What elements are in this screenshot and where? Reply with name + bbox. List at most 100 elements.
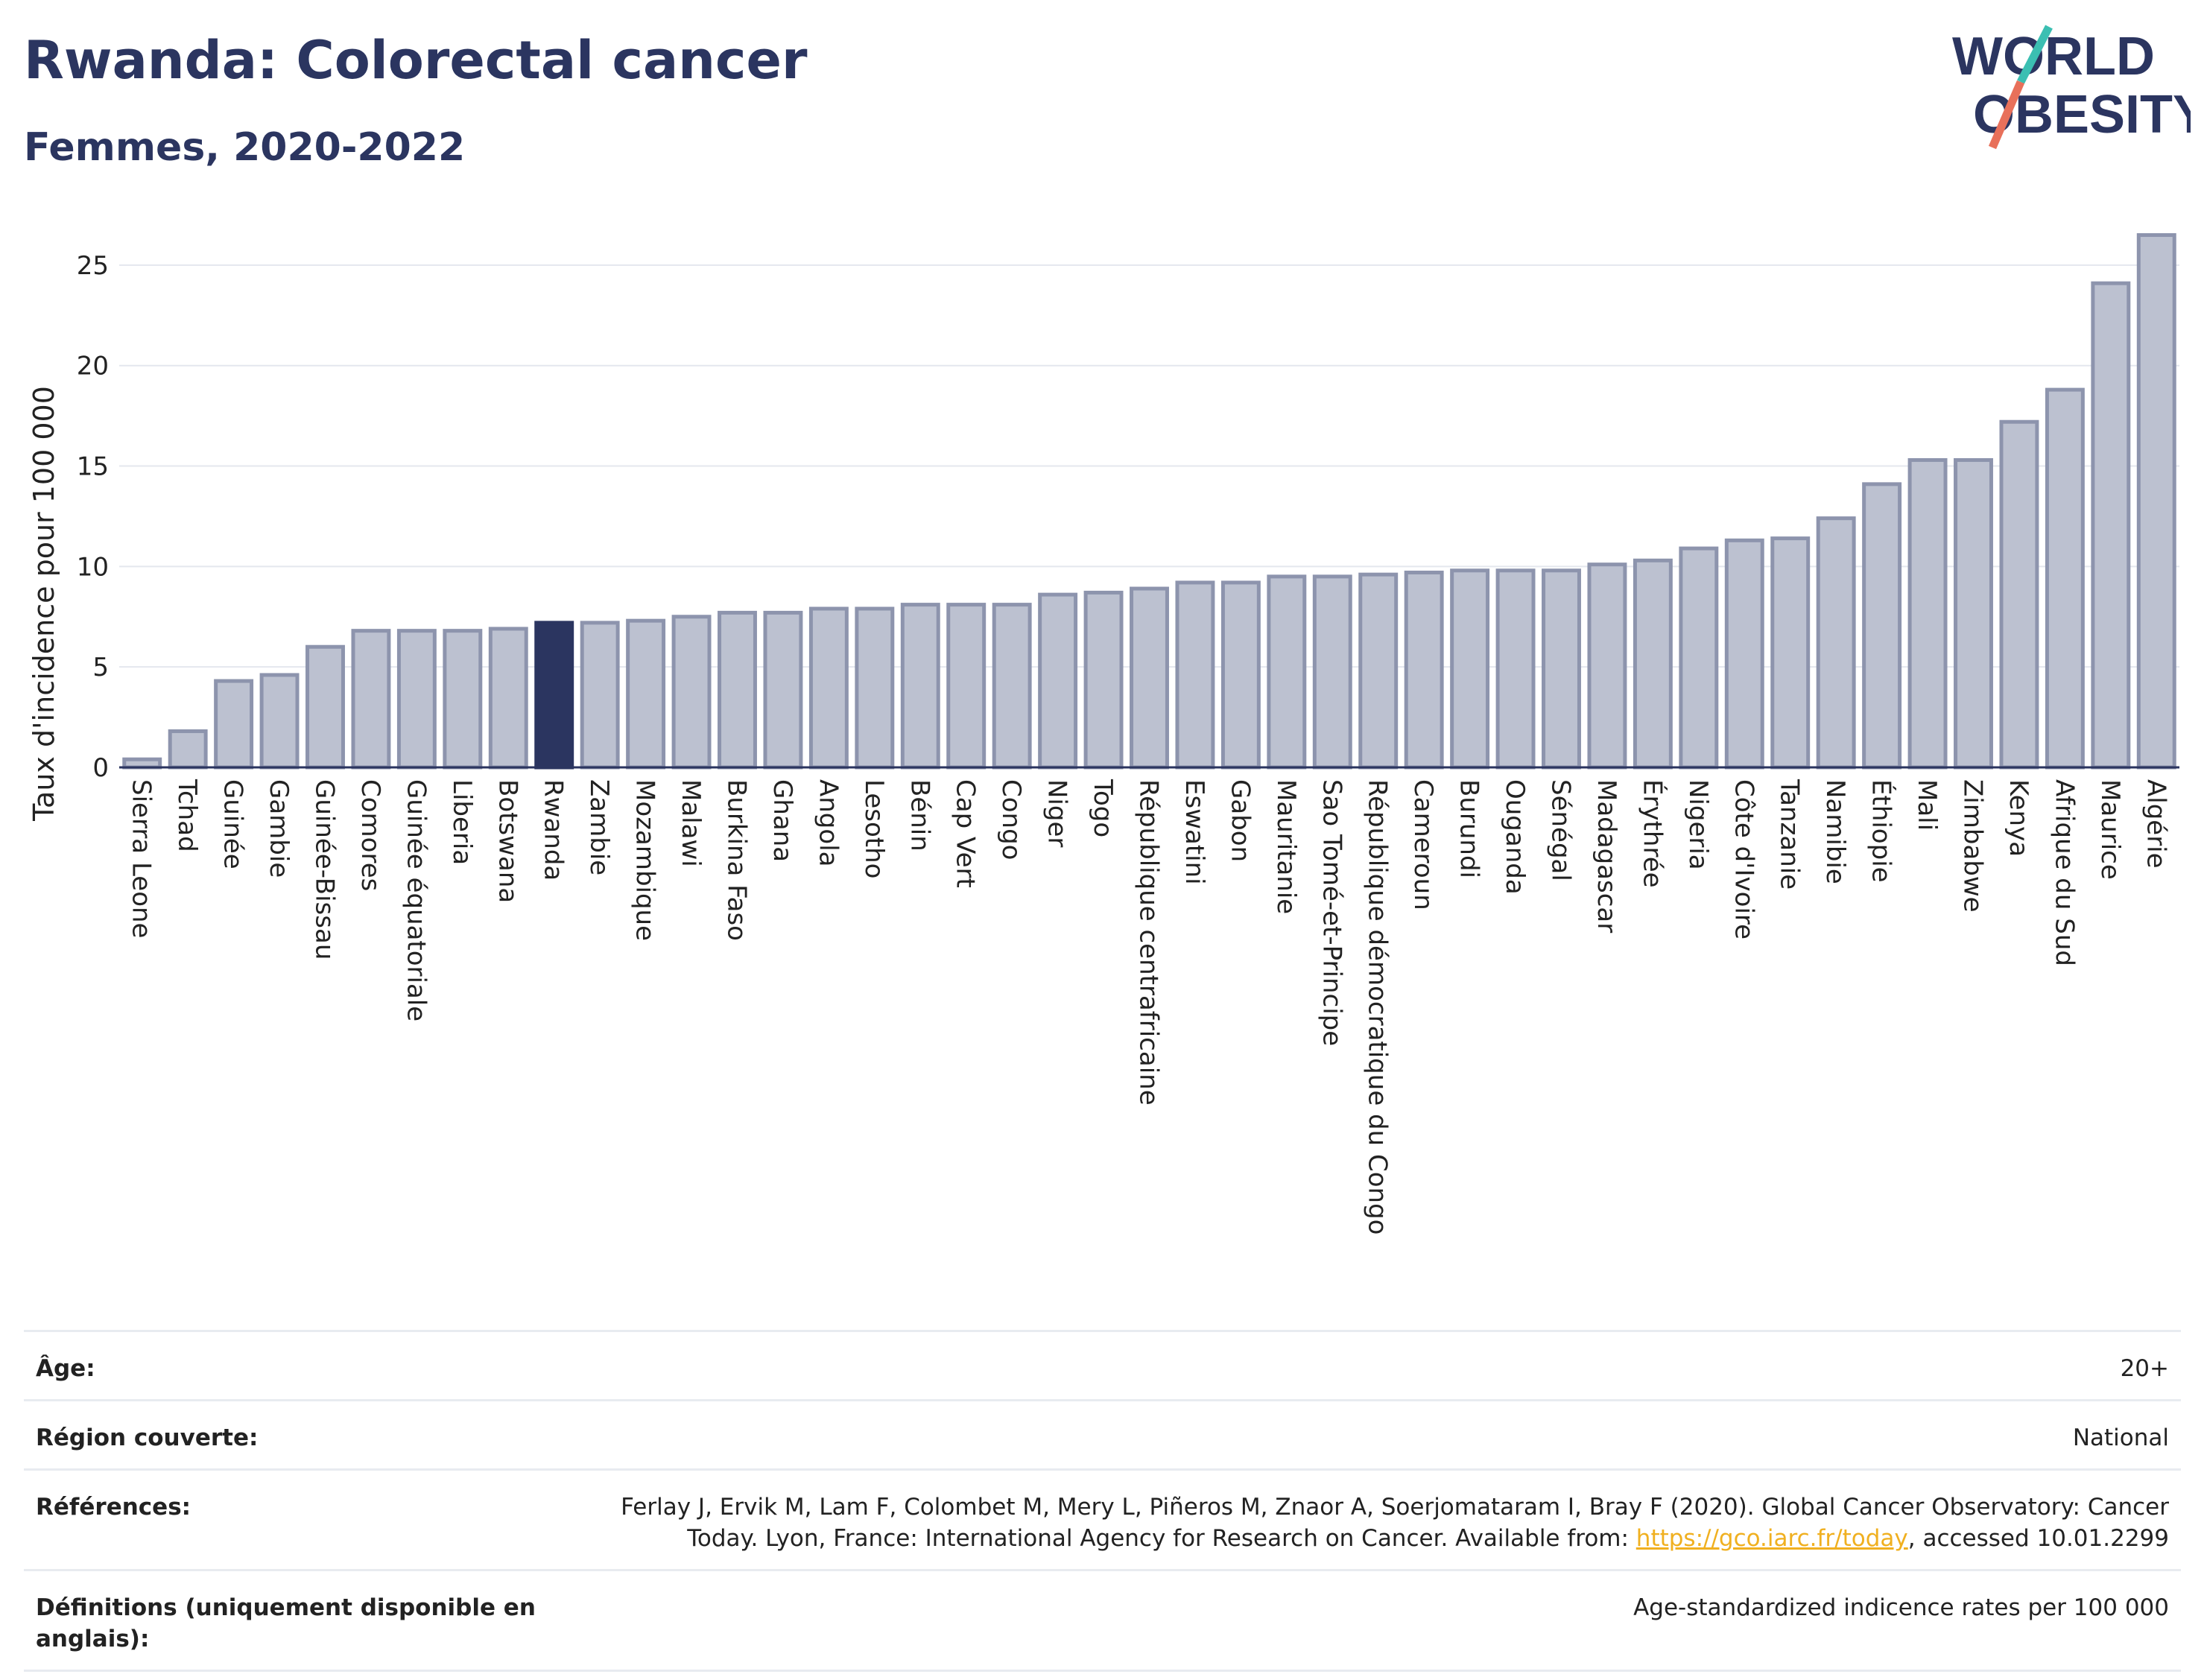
x-tick-label: Ghana [767,779,797,862]
meta-refs-label: Références: [36,1494,191,1521]
x-tick-label: Togo [1088,779,1118,837]
meta-row-age: Âge: 20+ [24,1332,2181,1401]
bar-cap-vert[interactable] [946,603,987,770]
bar-mauritanie[interactable] [1267,574,1307,770]
bar--thiopie[interactable] [1862,482,1902,770]
bar-lesotho[interactable] [855,606,895,770]
bar-comores[interactable] [351,629,391,770]
bar-r-publique-centrafricaine[interactable] [1130,586,1169,770]
bar-burundi[interactable] [1450,568,1490,770]
x-tick-label: Gabon [1225,779,1255,862]
bar-congo[interactable] [992,603,1032,770]
bars [122,232,2176,770]
bar-tchad[interactable] [168,729,208,770]
meta-defs-label: Définitions (uniquement disponible en an… [36,1594,536,1652]
x-tick-label: Angola [813,779,843,866]
bar-eswatini[interactable] [1175,580,1215,770]
x-tick-label: Nigeria [1683,779,1713,870]
x-tick-labels: Sierra Leone Tchad Guinée Gambie Guinée-Biss… [127,779,2171,1234]
meta-region-value: National [2072,1424,2169,1451]
x-tick-label: Madagascar [1592,779,1621,933]
bar-togo[interactable] [1083,590,1124,770]
x-tick-label: Tanzanie [1775,779,1805,890]
meta-refs-suffix: , accessed 10.01.2299 [1907,1525,2169,1552]
bar-cameroun[interactable] [1404,570,1444,770]
bar-guin-e[interactable] [214,679,254,770]
x-tick-label: République démocratique du Congo [1363,779,1393,1234]
y-tick-label: 0 [92,753,109,783]
bar-ouganda[interactable] [1495,568,1536,770]
bar-burkina-faso[interactable] [718,610,757,770]
bar-angola[interactable] [808,606,849,770]
bar-ghana[interactable] [763,610,803,770]
bar-gabon[interactable] [1220,580,1261,770]
bar-guin-e-bissau[interactable] [305,644,345,770]
x-tick-label: Kenya [2004,779,2033,857]
meta-defs-value: Age-standardized indicence rates per 100… [1633,1594,2169,1621]
x-tick-label: Zimbabwe [1958,779,1988,913]
bar-malawi[interactable] [671,615,712,770]
bar-maurice[interactable] [2091,281,2131,770]
bar-zambie[interactable] [580,621,620,770]
bar-sierra-leone[interactable] [122,757,162,770]
x-tick-label: Guinée [218,779,248,869]
bar-mozambique[interactable] [626,618,666,770]
x-tick-label: République centrafricaine [1134,779,1164,1106]
bar-gambie[interactable] [259,673,300,770]
bar-r-publique-d-mocratique-du-congo[interactable] [1358,572,1399,770]
x-tick-label: Guinée équatoriale [401,779,431,1021]
bar-sao-tom-et-principe[interactable] [1312,574,1352,770]
bar-chart: 0 5 10 15 20 25 Sierra Leone Tchad Guinée Gambie… [28,232,2179,1234]
y-tick-label: 5 [92,653,109,682]
bar-s-n-gal[interactable] [1542,568,1581,770]
x-tick-label: Malawi [676,779,706,867]
x-tick-label: Cameroun [1408,779,1438,910]
x-tick-label: Gambie [264,779,294,878]
bar-liberia[interactable] [443,629,483,770]
bar-niger[interactable] [1038,592,1078,770]
y-tick-labels: 0 5 10 15 20 25 [77,251,109,783]
bar--rythr-e[interactable] [1633,558,1673,770]
bar-botswana[interactable] [488,627,528,770]
x-tick-label: Algérie [2141,779,2170,869]
x-tick-label: Burkina Faso [722,779,752,941]
x-tick-label: Tchad [172,779,202,852]
meta-age-label: Âge: [36,1355,95,1382]
bar-guin-e-quatoriale[interactable] [396,629,437,770]
x-tick-label: Botswana [493,779,522,903]
meta-row-references: Références: Ferlay J, Ervik M, Lam F, Co… [24,1471,2181,1571]
bar-mali[interactable] [1907,457,1948,770]
x-tick-label: Mauritanie [1271,779,1301,914]
meta-row-region: Région couverte: National [24,1401,2181,1471]
x-tick-label: Comores [355,779,385,891]
chart-subtitle: Femmes, 2020-2022 [24,125,466,170]
bar-tanzanie[interactable] [1770,536,1811,770]
meta-row-definitions: Définitions (uniquement disponible en an… [24,1571,2181,1672]
x-tick-label: Cap Vert [951,779,981,888]
x-tick-label: Afrique du Sud [2049,779,2079,966]
bar-c-te-d-ivoire[interactable] [1724,538,1764,770]
x-tick-label: Maurice [2095,779,2125,880]
bar-namibie[interactable] [1816,516,1856,770]
bar-kenya[interactable] [1999,419,2039,770]
x-tick-label: Namibie [1820,779,1850,884]
bar-alg-rie[interactable] [2136,232,2176,770]
logo-stroke-coral [1988,80,2025,150]
x-tick-label: Ouganda [1500,779,1530,895]
x-tick-label: Liberia [447,779,477,865]
x-tick-label: Guinée-Bissau [310,779,340,960]
bar-b-nin[interactable] [900,603,940,770]
bar-madagascar[interactable] [1587,562,1627,770]
x-tick-label: Mozambique [630,779,660,941]
chart-title: Rwanda: Colorectal cancer [24,30,808,91]
bar-rwanda[interactable] [534,621,574,770]
y-axis-label: Taux d'incidence pour 100 000 [28,386,60,822]
y-tick-label: 15 [77,452,109,482]
bar-zimbabwe[interactable] [1954,457,1993,770]
bar-afrique-du-sud[interactable] [2045,387,2085,770]
bar-nigeria[interactable] [1679,546,1719,770]
meta-refs-link[interactable]: https://gco.iarc.fr/today [1635,1525,1908,1552]
x-tick-label: Sénégal [1546,779,1576,881]
x-tick-label: Rwanda [539,779,569,881]
y-tick-label: 10 [77,552,109,582]
